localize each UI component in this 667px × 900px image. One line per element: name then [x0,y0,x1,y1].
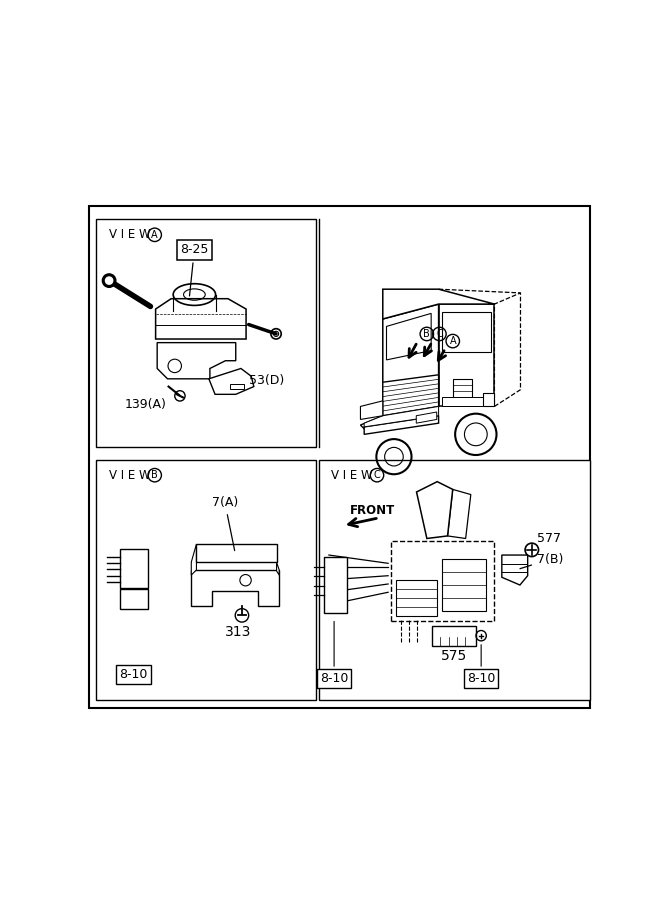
Polygon shape [439,304,494,407]
Text: A: A [151,230,158,239]
Polygon shape [432,626,476,646]
Polygon shape [119,549,148,588]
Polygon shape [364,416,439,435]
Polygon shape [197,544,277,562]
Text: V I E W: V I E W [109,469,151,482]
Text: B: B [424,329,430,339]
Text: 577: 577 [537,532,561,545]
Bar [391,541,494,621]
Polygon shape [442,397,494,407]
Bar [119,589,148,608]
Text: 7(B): 7(B) [520,553,564,569]
Polygon shape [448,490,471,538]
Polygon shape [360,400,383,419]
Polygon shape [157,343,235,379]
Bar [96,220,316,446]
Polygon shape [396,580,437,616]
Polygon shape [416,412,437,423]
Polygon shape [360,407,439,428]
Text: 8-10: 8-10 [119,668,147,680]
Text: C: C [374,470,380,481]
Text: C: C [436,329,443,339]
Bar [229,384,244,389]
Text: V I E W: V I E W [331,469,373,482]
Polygon shape [277,562,279,575]
Text: A: A [450,336,456,346]
Polygon shape [502,555,528,585]
Text: 53(D): 53(D) [249,374,284,387]
Polygon shape [323,556,347,614]
Text: 575: 575 [442,650,468,663]
Polygon shape [155,299,246,339]
Text: 8-10: 8-10 [320,671,348,685]
Bar [96,460,316,700]
Text: 7(A): 7(A) [211,496,238,551]
Circle shape [105,277,113,284]
Polygon shape [383,289,494,319]
Polygon shape [442,559,486,611]
Polygon shape [191,544,197,575]
Polygon shape [484,393,494,407]
Text: FRONT: FRONT [350,504,395,517]
Text: 8-25: 8-25 [180,243,209,296]
Circle shape [102,274,116,287]
Polygon shape [383,304,439,416]
Text: 139(A): 139(A) [125,398,167,411]
Polygon shape [416,482,453,538]
Polygon shape [442,311,491,353]
Polygon shape [386,313,431,360]
Polygon shape [364,407,439,427]
Text: V I E W: V I E W [109,229,151,241]
Text: B: B [151,470,158,481]
Text: 8-10: 8-10 [467,671,496,685]
Polygon shape [191,570,279,606]
Bar [319,460,590,700]
Polygon shape [383,374,439,416]
Polygon shape [209,368,254,394]
Text: 313: 313 [225,625,251,639]
Polygon shape [454,379,472,402]
